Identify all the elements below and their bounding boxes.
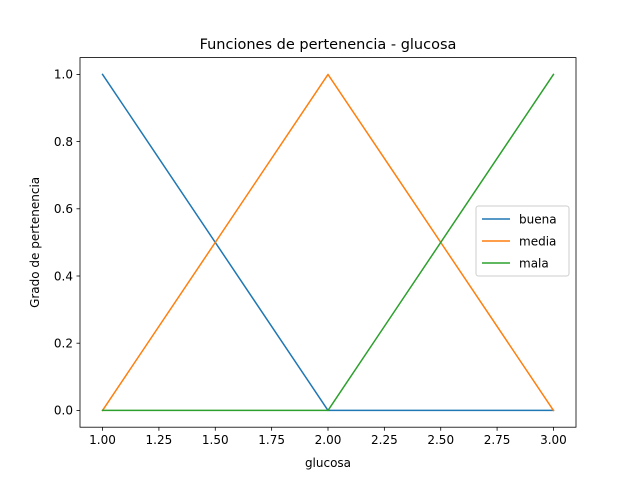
y-tick-label: 1.0	[54, 68, 73, 82]
y-axis-label: Grado de pertenencia	[28, 177, 42, 308]
y-tick-label: 0.0	[54, 404, 73, 418]
x-axis: 1.00 1.25 1.50 1.75 2.00 2.25 2.50 2.75 3.00	[89, 427, 567, 447]
y-tick-label: 0.2	[54, 337, 73, 351]
legend-label-mala: mala	[519, 256, 549, 270]
chart-title: Funciones de pertenencia - glucosa	[200, 37, 457, 53]
x-tick-label: 1.25	[146, 433, 173, 447]
x-tick-label: 1.75	[258, 433, 285, 447]
x-tick-label: 2.50	[427, 433, 454, 447]
x-tick-label: 2.75	[484, 433, 511, 447]
y-tick-label: 0.8	[54, 135, 73, 149]
x-tick-label: 2.25	[371, 433, 398, 447]
y-tick-label: 0.6	[54, 202, 73, 216]
x-tick-label: 3.00	[540, 433, 567, 447]
legend-box	[475, 205, 570, 277]
legend-label-buena: buena	[519, 212, 557, 226]
y-axis: 0.0 0.2 0.4 0.6 0.8 1.0	[54, 68, 80, 418]
legend-label-media: media	[519, 234, 556, 248]
x-tick-label: 1.00	[89, 433, 116, 447]
series-line-media	[101, 73, 555, 412]
series-line-mala	[101, 73, 555, 412]
x-tick-label: 1.50	[202, 433, 229, 447]
y-tick-label: 0.4	[54, 269, 73, 283]
x-axis-label: glucosa	[305, 456, 351, 470]
x-tick-label: 2.00	[315, 433, 342, 447]
legend: buena media mala	[475, 205, 570, 277]
series-lines	[101, 73, 555, 412]
